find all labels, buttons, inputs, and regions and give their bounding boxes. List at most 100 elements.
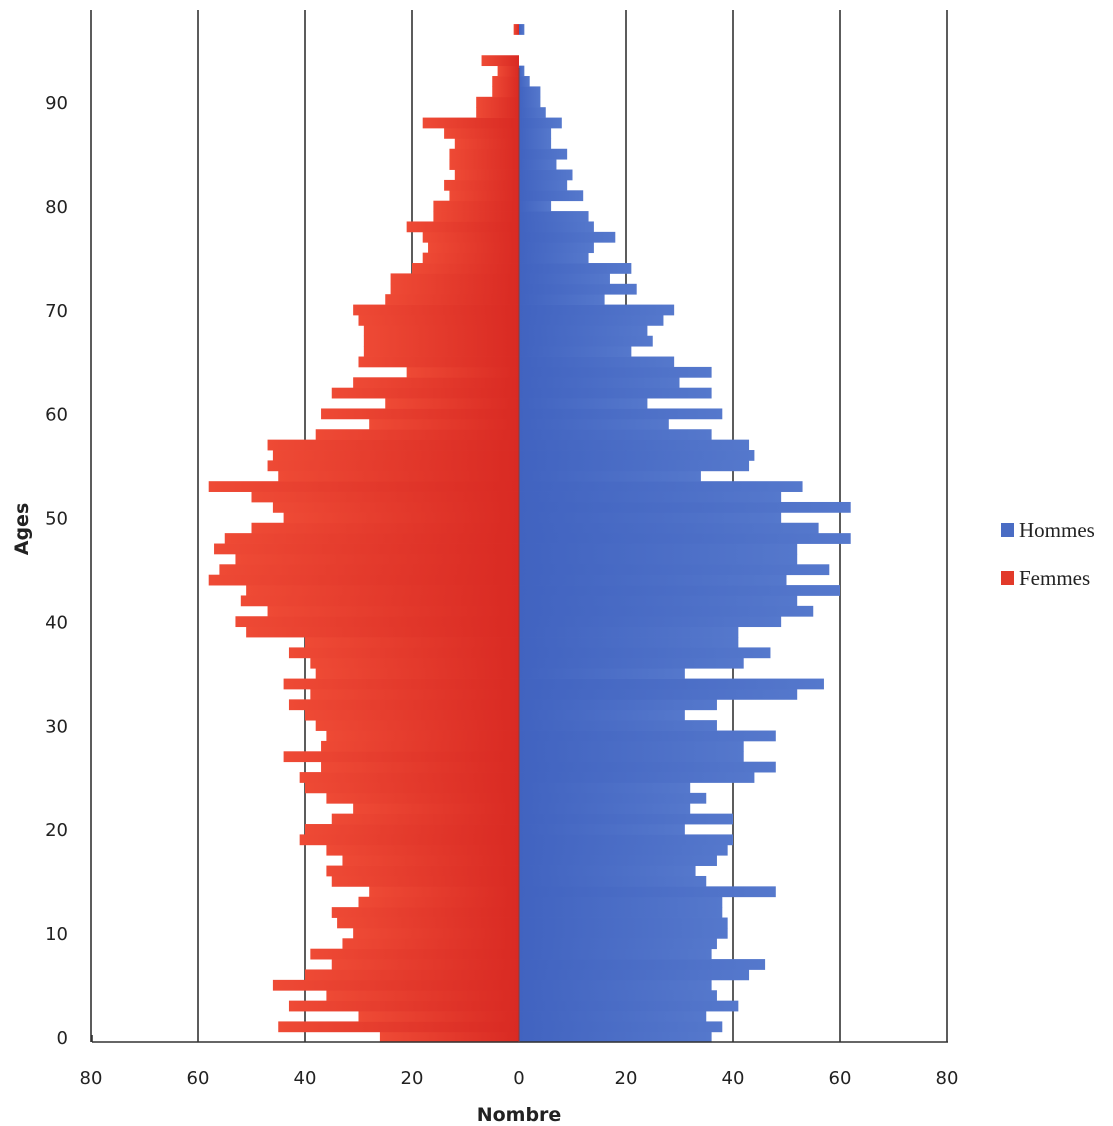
bar-femmes-age-63 xyxy=(353,377,519,389)
bar-hommes-age-8 xyxy=(519,948,712,960)
bar-hommes-age-66 xyxy=(519,346,632,357)
bar-femmes-age-25 xyxy=(299,772,519,783)
bar-hommes-age-55 xyxy=(519,460,750,472)
x-axis-title: Nombre xyxy=(477,1104,562,1126)
y-tick-label-0: 0 xyxy=(57,1028,68,1049)
bar-femmes-age-42 xyxy=(240,595,520,607)
legend-label-hommes: Hommes xyxy=(1019,518,1095,542)
y-tick-label-3: 30 xyxy=(45,716,68,737)
bar-femmes-age-71 xyxy=(385,294,519,305)
bar-femmes-age-68 xyxy=(363,325,519,337)
bar-femmes-age-97 xyxy=(513,24,519,35)
x-tick-label-4: 0 xyxy=(513,1068,524,1089)
y-tick-label-2: 20 xyxy=(45,820,68,841)
bar-hommes-age-46 xyxy=(519,553,798,565)
bar-femmes-age-67 xyxy=(363,335,519,347)
bar-hommes-age-13 xyxy=(519,896,723,908)
bar-hommes-age-36 xyxy=(519,657,744,669)
bar-femmes-age-81 xyxy=(449,190,519,202)
bar-femmes-age-74 xyxy=(412,263,519,274)
bar-femmes-age-59 xyxy=(369,418,519,430)
bar-femmes-age-48 xyxy=(224,533,519,544)
bar-hommes-age-40 xyxy=(519,616,782,628)
bar-hommes-age-70 xyxy=(519,304,675,316)
x-tick-label-6: 40 xyxy=(722,1068,745,1089)
bar-femmes-age-3 xyxy=(288,1000,519,1012)
bar-hommes-age-83 xyxy=(519,169,573,181)
bar-hommes-age-34 xyxy=(519,678,824,690)
bar-hommes-age-17 xyxy=(519,855,717,866)
bar-hommes-age-79 xyxy=(519,211,589,222)
bar-hommes-age-1 xyxy=(519,1021,723,1033)
bar-femmes-age-87 xyxy=(444,127,519,139)
bar-hommes-age-64 xyxy=(519,366,712,378)
bar-hommes-age-5 xyxy=(519,979,712,991)
bar-femmes-age-82 xyxy=(444,179,519,191)
bar-hommes-age-25 xyxy=(519,772,755,783)
bar-hommes-age-68 xyxy=(519,325,648,337)
y-tick-labels: 0 10 20 30 40 50 60 70 80 90 xyxy=(45,93,68,1049)
bar-hommes-age-37 xyxy=(519,647,771,659)
y-tick-label-9: 90 xyxy=(45,93,68,114)
bar-femmes-age-78 xyxy=(406,221,519,233)
bar-femmes-age-79 xyxy=(433,211,519,222)
bar-femmes-age-26 xyxy=(321,761,519,773)
y-axis-title: Ages xyxy=(11,503,33,556)
bar-femmes-age-89 xyxy=(476,107,519,118)
bar-hommes-age-39 xyxy=(519,626,739,638)
bar-hommes-age-41 xyxy=(519,605,814,617)
bar-femmes-age-80 xyxy=(433,200,519,212)
bar-hommes-age-88 xyxy=(519,117,562,129)
x-tick-label-5: 20 xyxy=(615,1068,638,1089)
bars xyxy=(208,24,851,1043)
bar-femmes-age-28 xyxy=(321,740,519,752)
legend-label-femmes: Femmes xyxy=(1019,566,1090,590)
bar-femmes-age-45 xyxy=(219,564,519,576)
bar-hommes-age-84 xyxy=(519,159,557,170)
bar-femmes-age-88 xyxy=(422,117,519,129)
axes xyxy=(91,68,948,1043)
bar-femmes-age-16 xyxy=(326,865,519,877)
bar-femmes-age-69 xyxy=(358,314,519,326)
bar-hommes-age-52 xyxy=(519,491,782,503)
bar-femmes-age-55 xyxy=(267,460,519,472)
bar-hommes-age-67 xyxy=(519,335,653,347)
bar-hommes-age-7 xyxy=(519,959,766,970)
bar-femmes-age-41 xyxy=(267,605,519,617)
bar-hommes-age-87 xyxy=(519,127,552,139)
bar-femmes-age-7 xyxy=(331,959,519,970)
bar-femmes-age-47 xyxy=(214,543,520,555)
bar-femmes-age-19 xyxy=(299,834,519,846)
bar-hommes-age-44 xyxy=(519,574,787,586)
bar-femmes-age-27 xyxy=(283,751,519,763)
bar-hommes-age-23 xyxy=(519,792,707,804)
bar-hommes-age-53 xyxy=(519,481,803,492)
bar-hommes-age-50 xyxy=(519,512,782,524)
bar-hommes-age-54 xyxy=(519,470,701,482)
x-tick-label-0: 80 xyxy=(80,1068,103,1089)
bar-femmes-age-56 xyxy=(272,450,519,461)
bar-hommes-age-56 xyxy=(519,450,755,461)
bar-hommes-age-18 xyxy=(519,844,728,856)
x-tick-label-8: 80 xyxy=(936,1068,959,1089)
bar-femmes-age-44 xyxy=(208,574,519,586)
series-hommes xyxy=(519,24,851,1043)
bar-femmes-age-60 xyxy=(321,408,519,420)
bar-hommes-age-30 xyxy=(519,720,717,731)
x-tick-label-2: 40 xyxy=(294,1068,317,1089)
bar-femmes-age-34 xyxy=(283,678,519,690)
bar-hommes-age-49 xyxy=(519,522,819,534)
bar-femmes-age-8 xyxy=(310,948,519,960)
bar-hommes-age-78 xyxy=(519,221,594,233)
bar-hommes-age-29 xyxy=(519,730,776,742)
bar-hommes-age-90 xyxy=(519,96,541,108)
bar-hommes-age-57 xyxy=(519,439,750,451)
bar-femmes-age-11 xyxy=(337,917,519,929)
bar-femmes-age-37 xyxy=(288,647,519,659)
bar-femmes-age-40 xyxy=(235,616,519,628)
bar-hommes-age-19 xyxy=(519,834,733,846)
bar-femmes-age-29 xyxy=(326,730,519,742)
bar-hommes-age-33 xyxy=(519,688,798,700)
bar-femmes-age-18 xyxy=(326,844,519,856)
bar-hommes-age-45 xyxy=(519,564,830,576)
